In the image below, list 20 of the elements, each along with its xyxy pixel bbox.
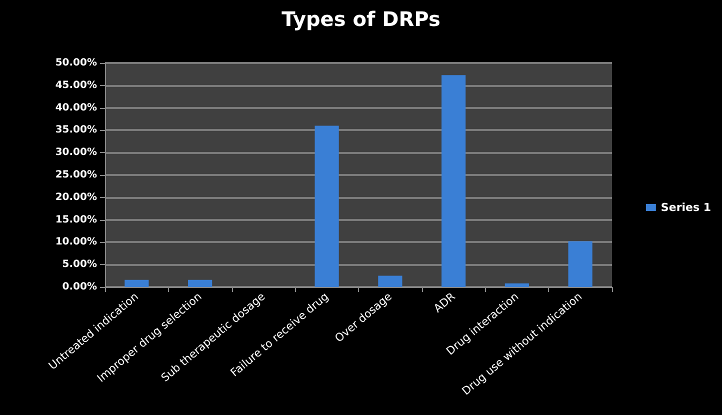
- bar: [504, 283, 529, 287]
- bar: [378, 276, 402, 287]
- y-tick-label: 45.00%: [55, 80, 97, 91]
- y-tick-label: 35.00%: [55, 124, 97, 136]
- bar: [568, 241, 592, 287]
- bar: [314, 126, 339, 287]
- bar: [124, 280, 149, 287]
- y-tick-label: 30.00%: [55, 147, 97, 158]
- chart-title: Types of DRPs: [282, 7, 440, 31]
- legend-label: Series 1: [660, 201, 712, 214]
- y-tick-label: 10.00%: [55, 236, 97, 248]
- y-tick-label: 15.00%: [55, 214, 97, 226]
- y-tick-label: 25.00%: [55, 170, 97, 180]
- y-tick-label: 40.00%: [55, 102, 97, 114]
- bar: [442, 75, 466, 287]
- y-tick-label: 0.00%: [62, 282, 97, 292]
- y-tick-label: 20.00%: [55, 192, 97, 203]
- y-tick-label: 5.00%: [62, 259, 97, 270]
- y-tick-label: 50.00%: [55, 58, 97, 68]
- bar: [188, 280, 212, 287]
